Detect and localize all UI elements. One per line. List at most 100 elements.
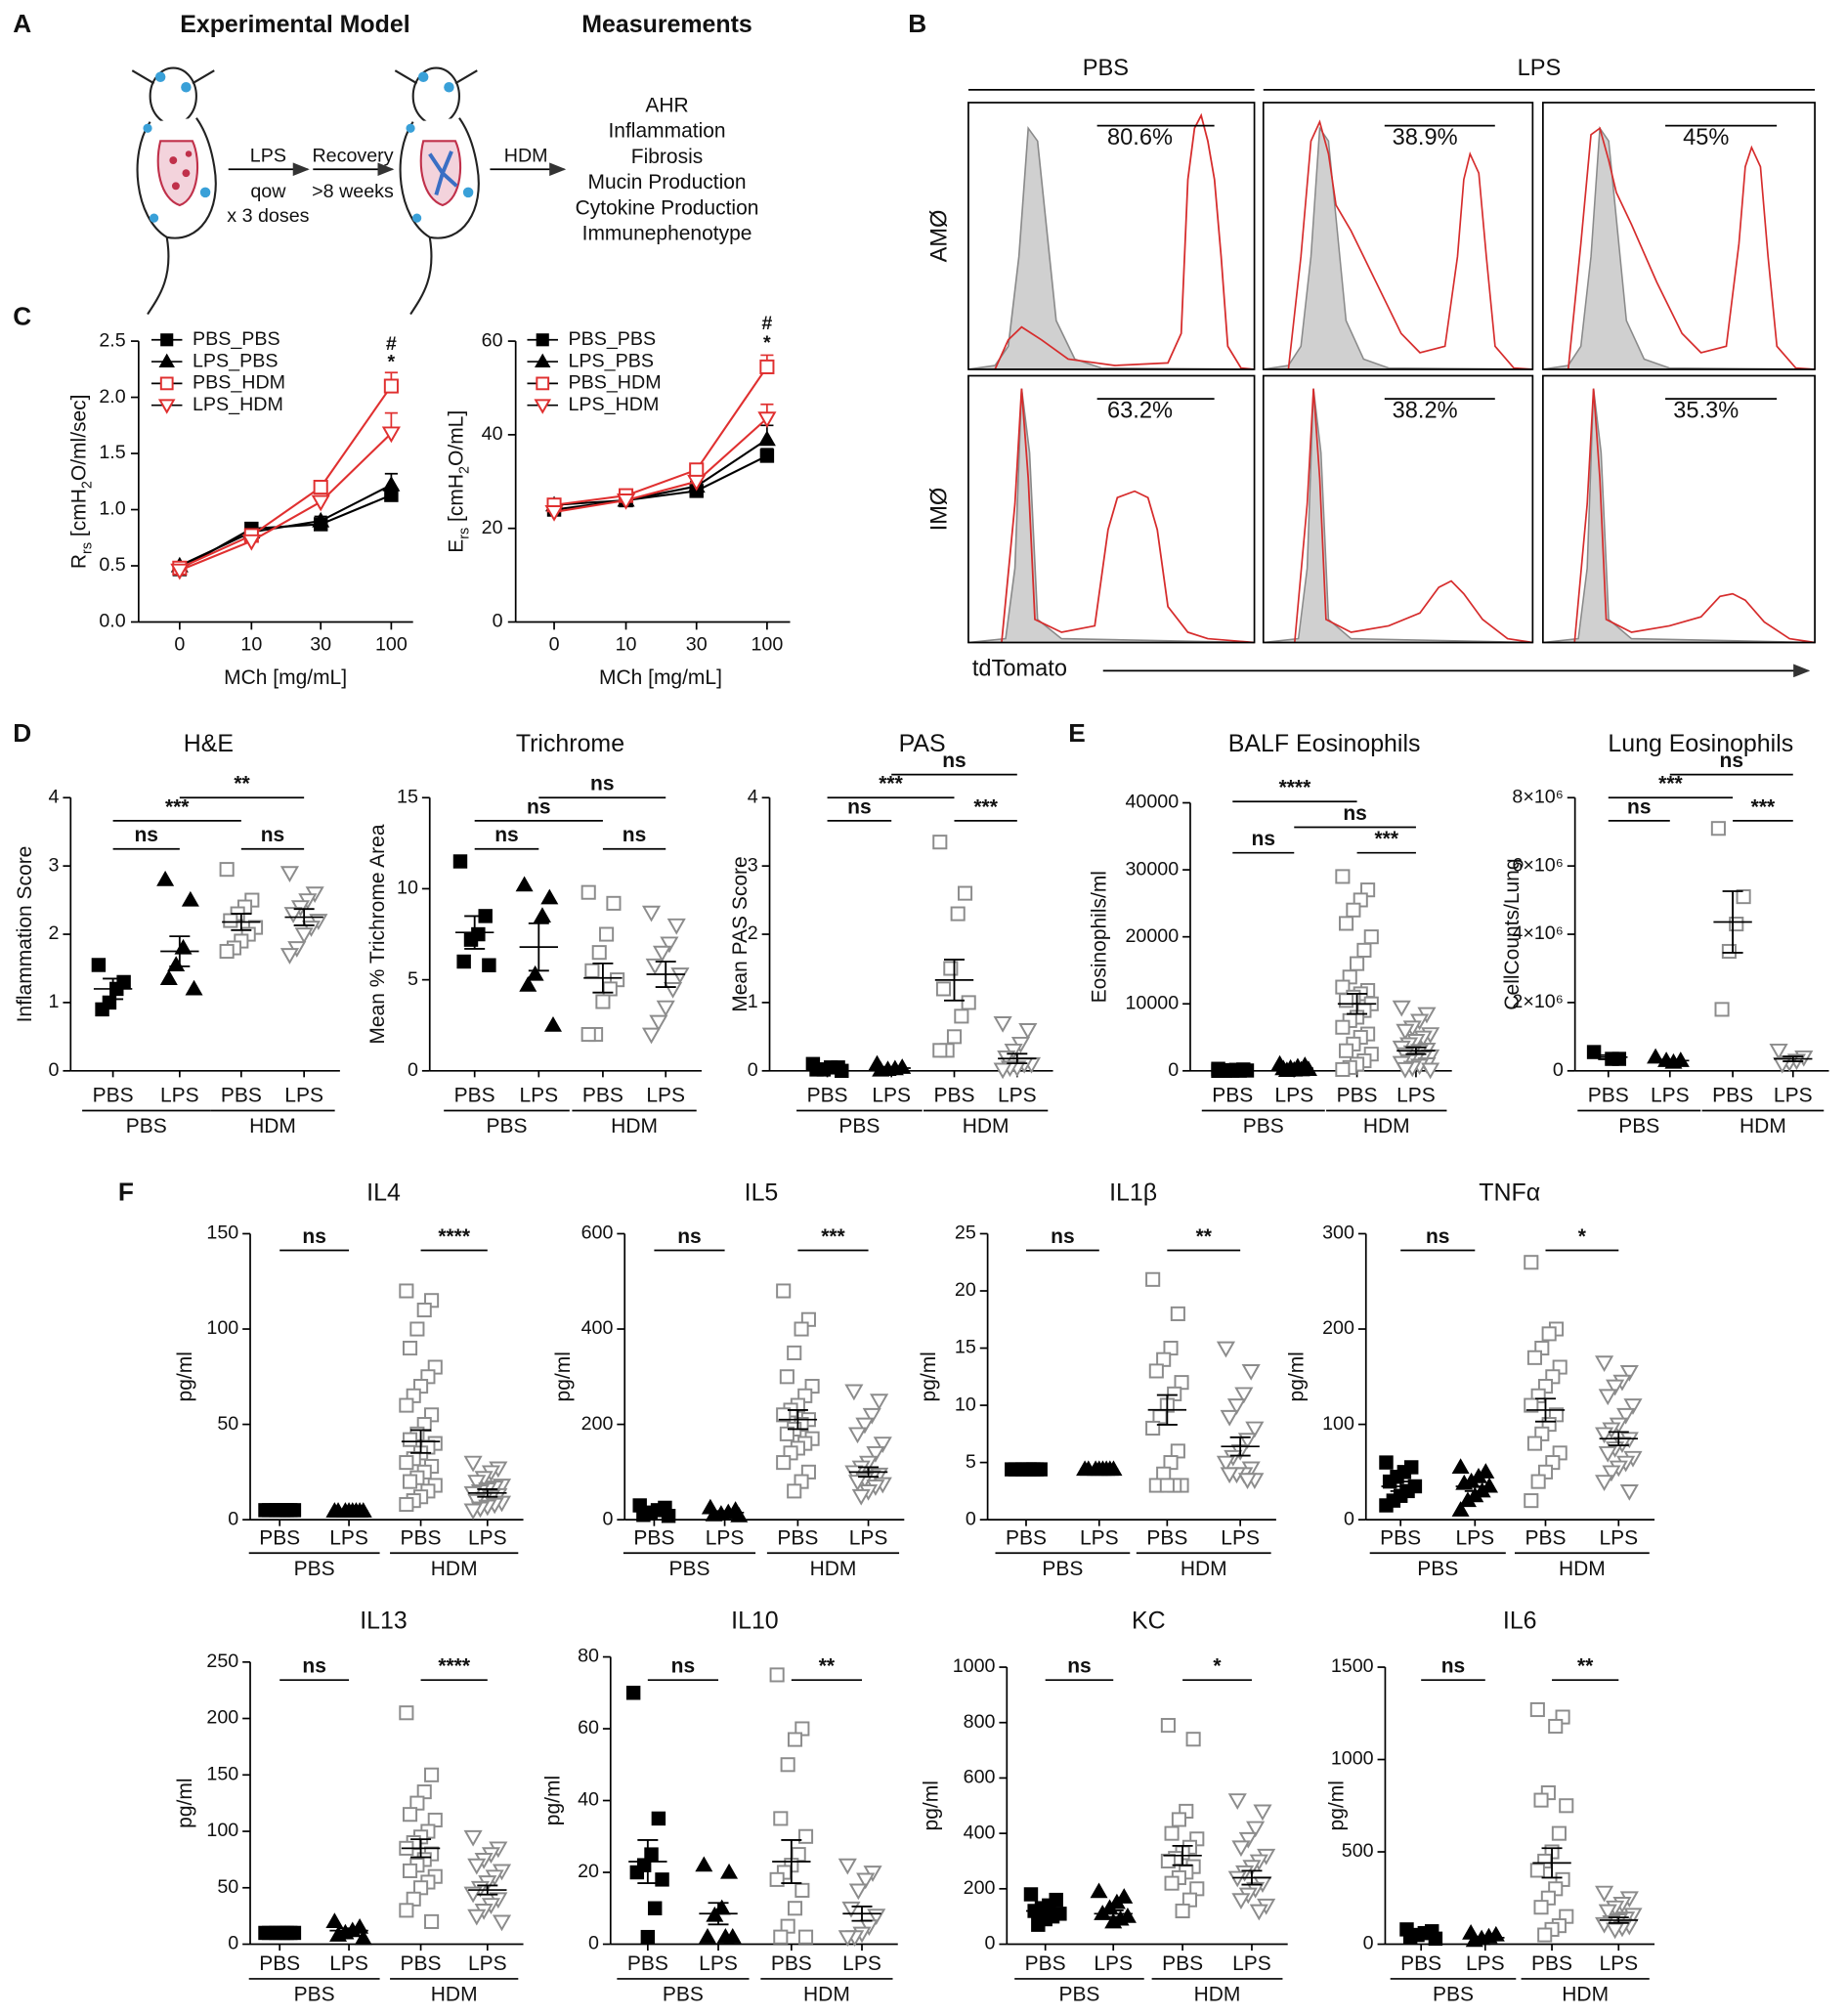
data-point xyxy=(1530,1474,1546,1489)
data-point xyxy=(1595,1355,1614,1373)
y-axis-title: pg/ml xyxy=(918,1351,940,1401)
group-label: HDM xyxy=(803,1984,850,2006)
y-axis-title-part: E xyxy=(445,539,467,553)
y-tick-label: 100 xyxy=(206,1820,238,1841)
line-chart: 0.0 0.5 1.0 1.5 2.0 2.5 0 10 30 100 MCh [mg/mL] Rrs… xyxy=(67,328,413,689)
data-point xyxy=(580,884,596,900)
x-tick-label: LPS xyxy=(468,1526,507,1549)
legend-label: PBS_PBS xyxy=(193,328,280,350)
x-tick-label: 30 xyxy=(686,633,708,655)
group-label: PBS xyxy=(663,1984,704,2006)
x-tick-label: PBS xyxy=(1212,1085,1253,1107)
significance-label: ns xyxy=(671,1655,696,1678)
legend-label: LPS_HDM xyxy=(193,394,283,415)
measurement: Mucin Production xyxy=(587,171,746,193)
significance-label: ns xyxy=(847,795,872,818)
error-bar xyxy=(1347,993,1368,1015)
significance-label: ** xyxy=(1577,1655,1594,1678)
x-tick-label: LPS xyxy=(519,1085,558,1107)
significance-label: ns xyxy=(134,824,158,846)
x-tick-label: LPS xyxy=(160,1085,199,1107)
reporter-histogram xyxy=(1287,119,1533,370)
data-point xyxy=(1237,1473,1258,1490)
histogram xyxy=(1542,388,1816,644)
data-point xyxy=(759,359,775,374)
data-point xyxy=(223,913,238,928)
error-bar xyxy=(714,1510,736,1516)
x-tick-label: PBS xyxy=(1525,1526,1566,1549)
data-point xyxy=(757,430,776,447)
annotation: * xyxy=(763,332,771,354)
histogram-frame xyxy=(1542,374,1816,644)
error-bar xyxy=(231,913,252,931)
x-tick-label: PBS xyxy=(1712,1085,1753,1107)
column-header: PBS xyxy=(1083,56,1129,81)
x-tick-label: PBS xyxy=(93,1085,134,1107)
data-point xyxy=(641,905,662,922)
measurement: Cytokine Production xyxy=(576,196,759,219)
y-tick-label: 20 xyxy=(578,1861,599,1882)
y-axis-title: Mean % Trichrome Area xyxy=(366,824,389,1044)
error-bar xyxy=(781,1839,802,1884)
error-bar xyxy=(1534,1397,1556,1423)
y-tick-label: 10 xyxy=(955,1394,976,1415)
data-point xyxy=(1524,1397,1539,1413)
data-point xyxy=(651,1811,666,1826)
x-tick-label: LPS xyxy=(329,1952,368,1975)
y-axis-title-part: rs xyxy=(79,542,95,554)
data-point xyxy=(283,907,303,923)
data-point xyxy=(463,1455,483,1473)
data-point xyxy=(1451,1458,1470,1475)
dot-plot: 0 50 100 150 IL4 pg/ml PBS LPS PBS LPS PBS HDM ns ***… xyxy=(174,1179,524,1580)
data-point xyxy=(1379,1498,1394,1513)
data-point xyxy=(606,895,622,911)
group-label: HDM xyxy=(810,1558,857,1580)
y-tick-label: 25 xyxy=(955,1222,976,1244)
panel-label: A xyxy=(13,9,31,38)
y-tick-label: 15 xyxy=(397,786,418,807)
series-line xyxy=(553,438,768,506)
significance-label: *** xyxy=(1658,773,1683,795)
y-axis-title-part: [cmH xyxy=(445,474,467,528)
group-label: HDM xyxy=(1559,1558,1606,1580)
data-point xyxy=(1551,1825,1567,1841)
data-point xyxy=(776,1407,792,1423)
data-point xyxy=(580,1026,596,1043)
x-tick-label: 100 xyxy=(375,633,408,655)
y-axis-title: Inflammation Score xyxy=(14,846,36,1023)
y-tick-label: 50 xyxy=(217,1876,238,1898)
dot-plot: 0 200 400 600 800 1000 KC pg/ml PBS LPS PBS LPS PBS H… xyxy=(921,1608,1288,2006)
legend-marker xyxy=(160,333,174,347)
x-tick-label: 10 xyxy=(616,633,637,655)
data-point xyxy=(787,1345,802,1360)
y-tick-label: 0 xyxy=(1363,1933,1374,1954)
data-point xyxy=(838,1930,857,1948)
series-line xyxy=(179,432,393,572)
data-point xyxy=(1598,1389,1617,1406)
data-point xyxy=(866,1445,885,1463)
data-point xyxy=(1164,1875,1180,1891)
data-point xyxy=(1421,1062,1440,1080)
significance-label: ns xyxy=(1343,802,1367,825)
dot-plot: 0 1 2 3 4 PAS Mean PAS Score PBS LPS PBS LPS PBS HDM… xyxy=(729,730,1053,1137)
data-point xyxy=(1529,1701,1545,1718)
y-tick-label: 50 xyxy=(217,1413,238,1435)
reporter-histogram xyxy=(1573,388,1816,644)
error-bar xyxy=(1156,1394,1178,1426)
y-tick-label: 40 xyxy=(578,1789,599,1811)
x-tick-label: PBS xyxy=(1400,1952,1441,1975)
data-point xyxy=(1104,1912,1123,1929)
data-point xyxy=(1159,1478,1175,1493)
data-point xyxy=(779,1426,795,1441)
y-tick-label: 500 xyxy=(1342,1840,1374,1862)
data-point xyxy=(1226,1398,1247,1415)
y-tick-label: 1.5 xyxy=(99,442,125,463)
data-point xyxy=(1623,1398,1643,1415)
step-label: HDM xyxy=(504,145,548,166)
data-point xyxy=(779,1369,795,1385)
data-point xyxy=(402,1340,418,1356)
significance-label: *** xyxy=(1751,795,1776,818)
data-point xyxy=(645,958,665,975)
significance-label: * xyxy=(1578,1225,1587,1248)
